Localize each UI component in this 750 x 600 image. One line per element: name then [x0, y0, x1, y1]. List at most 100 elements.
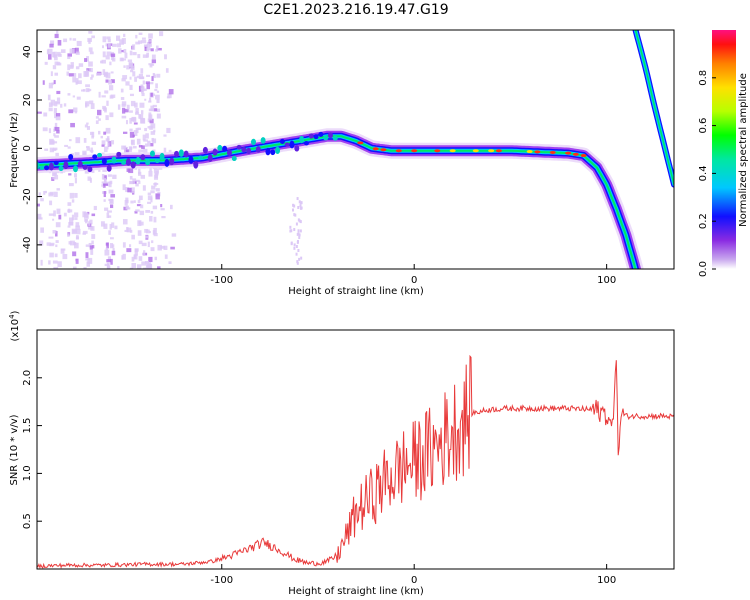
spectrogram-ridge-blob: [63, 161, 69, 170]
spectrogram-noise-cell: [298, 200, 301, 204]
spectrogram-noise-cell: [140, 84, 144, 90]
spectrogram-noise-cell: [69, 48, 75, 54]
spectrogram-noise-cell: [100, 135, 103, 139]
spectrogram-noise-cell: [49, 138, 54, 145]
spectrogram-noise-cell: [150, 247, 155, 252]
spectrogram-noise-cell: [50, 99, 56, 106]
spectrogram-noise-cell: [83, 267, 87, 269]
spectrogram-noise-cell: [67, 202, 72, 206]
spectrogram-ridge-blob: [37, 161, 40, 170]
spectrogram-noise-cell: [156, 90, 160, 93]
spectrogram-noise-cell: [151, 76, 154, 82]
spectrogram-noise-cell: [109, 223, 112, 230]
spectrogram-noise-cell: [295, 252, 298, 256]
spectrogram-noise-cell: [129, 50, 133, 56]
spectrogram-noise-cell: [88, 225, 93, 230]
spectrogram-noise-cell: [54, 72, 59, 76]
spectrogram-noise-cell: [101, 59, 106, 64]
spectrogram-ridge-blob: [193, 160, 199, 169]
spectrogram-noise-cell: [101, 181, 107, 184]
colorbar-tick-label: 0.8: [698, 70, 709, 86]
snr-x-tick-label: -100: [210, 575, 233, 586]
spectrogram-noise-cell: [141, 145, 145, 150]
spectrogram-noise-cell: [47, 94, 51, 101]
spectrogram-noise-cell: [293, 213, 296, 217]
spectrogram-noise-cell: [160, 208, 165, 211]
spectrogram-noise-cell: [121, 78, 126, 82]
spectrogram-noise-cell: [83, 211, 88, 216]
spectrogram-noise-cell: [68, 73, 74, 77]
spectrogram-noise-cell: [139, 221, 144, 226]
spectrogram-noise-cell: [42, 80, 45, 85]
spectrogram-noise-cell: [133, 200, 136, 203]
spectrogram-noise-cell: [164, 254, 168, 259]
spectrogram-noise-cell: [95, 120, 99, 124]
spectrogram-noise-cell: [101, 95, 106, 98]
spectrogram-ridge-blob: [294, 145, 300, 152]
spectrogram-noise-cell: [123, 65, 126, 68]
spectrogram-noise-cell: [73, 73, 77, 77]
spectrogram-noise-cell: [54, 33, 59, 39]
colorbar-gradient: [712, 30, 736, 269]
spectrogram-noise-cell: [122, 253, 126, 260]
spectrogram-noise-cell: [121, 107, 126, 114]
spectrogram-noise-cell: [135, 41, 140, 45]
spectrogram-noise-cell: [86, 68, 92, 72]
snr-frame: [36, 329, 675, 570]
spectrogram-noise-cell: [141, 87, 144, 94]
spectrogram-noise-cell: [293, 246, 296, 250]
spectrogram-noise-cell: [101, 144, 105, 147]
spectrogram-noise-cell: [75, 137, 81, 144]
spectrogram-noise-cell: [101, 184, 104, 187]
spectrogram-y-tick-label: -20: [22, 188, 33, 204]
spectrogram-noise-cell: [156, 73, 161, 78]
spectrogram-noise-cell: [67, 146, 71, 149]
spectrogram-noise-cell: [117, 43, 121, 48]
spectrogram-noise-cell: [141, 261, 147, 266]
spectrogram-noise-cell: [170, 246, 175, 250]
spectrogram-noise-cell: [127, 59, 133, 62]
spectrogram-noise-cell: [48, 53, 52, 60]
spectrogram-noise-cell: [298, 257, 301, 261]
spectrogram-noise-cell: [89, 67, 93, 73]
spectrogram-noise-cell: [55, 222, 61, 228]
spectrogram-noise-cell: [104, 177, 107, 183]
spectrogram-noise-cell: [131, 234, 135, 240]
spectrogram-noise-cell: [153, 108, 158, 112]
spectrogram-noise-cell: [121, 49, 124, 53]
spectrogram-noise-cell: [107, 210, 112, 213]
spectrogram-ridge-blob: [53, 160, 59, 166]
spectrogram-noise-cell: [88, 47, 93, 52]
spectrogram-noise-cell: [136, 204, 142, 207]
spectrogram-noise-cell: [104, 249, 110, 256]
spectrogram-noise-cell: [163, 134, 167, 137]
spectrogram-noise-cell: [62, 253, 68, 260]
spectrogram-noise-cell: [109, 204, 114, 209]
spectrogram-noise-cell: [135, 107, 139, 113]
spectrogram-noise-cell: [54, 135, 59, 138]
spectrogram-noise-cell: [157, 244, 162, 251]
spectrogram-noise-cell: [54, 126, 60, 131]
spectrogram-noise-cell: [121, 145, 127, 150]
spectrogram-noise-cell: [137, 127, 141, 130]
spectrogram-noise-cell: [133, 254, 138, 260]
spectrogram-noise-cell: [145, 267, 148, 269]
spectrogram-noise-cell: [294, 213, 297, 217]
spectrogram-noise-cell: [55, 152, 59, 157]
spectrogram-ridge-blob: [58, 165, 64, 171]
spectrogram-noise-cell: [154, 88, 158, 92]
spectrogram-noise-cell: [166, 127, 171, 134]
spectrogram-noise-cell: [106, 100, 109, 106]
spectrogram-noise-cell: [48, 107, 53, 112]
spectrogram-noise-cell: [147, 201, 152, 204]
spectrogram-noise: [37, 30, 303, 269]
colorbar-label: Normalized spectral amplitude: [738, 73, 749, 227]
spectrogram-noise-cell: [151, 54, 156, 60]
spectrogram-noise-cell: [104, 90, 109, 94]
spectrogram-noise-cell: [135, 209, 140, 212]
spectrogram-noise-cell: [109, 199, 114, 204]
spectrogram-noise-cell: [101, 45, 105, 49]
spectrogram-noise-cell: [137, 40, 142, 44]
snr-y-ticks: 0.5 1.0 1.5 2.0: [22, 370, 42, 529]
spectrogram-ridge-blob: [255, 146, 261, 153]
